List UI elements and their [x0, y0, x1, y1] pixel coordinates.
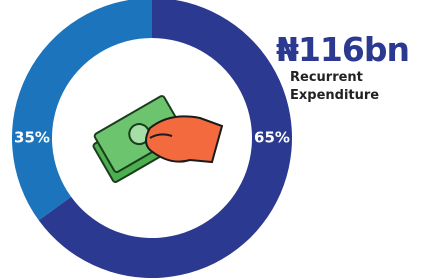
- annotation-amount: ₦116bn: [276, 30, 409, 69]
- page: 65% 35% ₦116bn Recurrent Expenditure: [0, 0, 423, 280]
- annotation-label: Recurrent Expenditure: [290, 69, 400, 105]
- value-label: 35%: [14, 129, 50, 147]
- money-icon: [88, 95, 222, 183]
- donut-segment: [12, 0, 152, 220]
- value-label: 65%: [254, 129, 290, 147]
